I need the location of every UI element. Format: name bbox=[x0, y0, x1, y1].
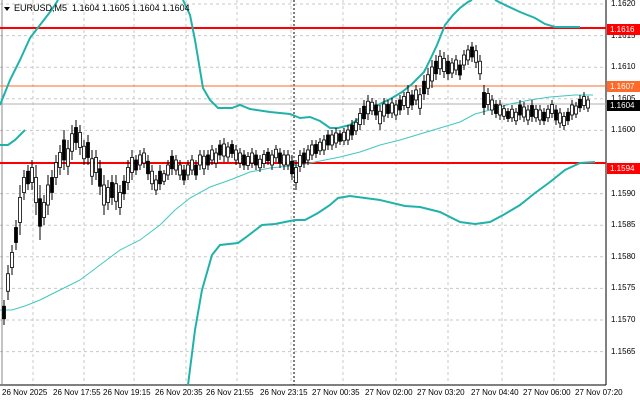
candlesticks bbox=[2, 42, 590, 325]
ohlc-values: 1.1604 1.1605 1.1604 1.1604 bbox=[72, 3, 190, 13]
time-tick-label: 26 Nov 2025 bbox=[2, 388, 48, 397]
time-tick-label: 26 Nov 23:15 bbox=[260, 388, 308, 397]
time-tick-label: 27 Nov 06:00 bbox=[523, 388, 571, 397]
price-tick-label: 1.1575 bbox=[611, 283, 636, 293]
time-tick-label: 26 Nov 20:35 bbox=[155, 388, 203, 397]
upper-bollinger-band bbox=[0, 0, 59, 106]
time-tick-label: 27 Nov 00:35 bbox=[312, 388, 360, 397]
price-tick-label: 1.1620 bbox=[611, 0, 636, 8]
lower-bollinger-band bbox=[0, 129, 26, 146]
grid-lines bbox=[0, 0, 607, 385]
price-tick-label: 1.1600 bbox=[611, 125, 636, 135]
middle-bollinger-band bbox=[0, 94, 593, 311]
price-tick-label: 1.1605 bbox=[611, 93, 636, 103]
time-tick-label: 26 Nov 21:55 bbox=[206, 388, 254, 397]
price-tick-label: 1.1585 bbox=[611, 220, 636, 230]
collapse-triangle-icon[interactable] bbox=[4, 6, 10, 11]
price-tag: 1.1594 bbox=[607, 162, 640, 174]
time-tick-label: 27 Nov 07:20 bbox=[575, 388, 623, 397]
price-tag: 1.1604 bbox=[607, 99, 640, 111]
time-tick-label: 26 Nov 17:55 bbox=[53, 388, 101, 397]
time-tick-label: 27 Nov 02:00 bbox=[365, 388, 413, 397]
price-tag: 1.1616 bbox=[607, 23, 640, 35]
price-tick-label: 1.1590 bbox=[611, 188, 636, 198]
symbol-label: EURUSD,M5 bbox=[14, 3, 68, 13]
price-tick-label: 1.1615 bbox=[611, 30, 636, 40]
price-tick-label: 1.1580 bbox=[611, 251, 636, 261]
price-tick-label: 1.1565 bbox=[611, 346, 636, 356]
time-tick-label: 26 Nov 19:15 bbox=[103, 388, 151, 397]
time-tick-label: 27 Nov 04:40 bbox=[471, 388, 519, 397]
chart-title: EURUSD,M5 1.1604 1.1605 1.1604 1.1604 bbox=[4, 3, 190, 13]
price-tick-label: 1.1610 bbox=[611, 62, 636, 72]
time-tick-label: 27 Nov 03:20 bbox=[417, 388, 465, 397]
price-tag: 1.1607 bbox=[607, 80, 640, 92]
price-tick-label: 1.1570 bbox=[611, 315, 636, 324]
